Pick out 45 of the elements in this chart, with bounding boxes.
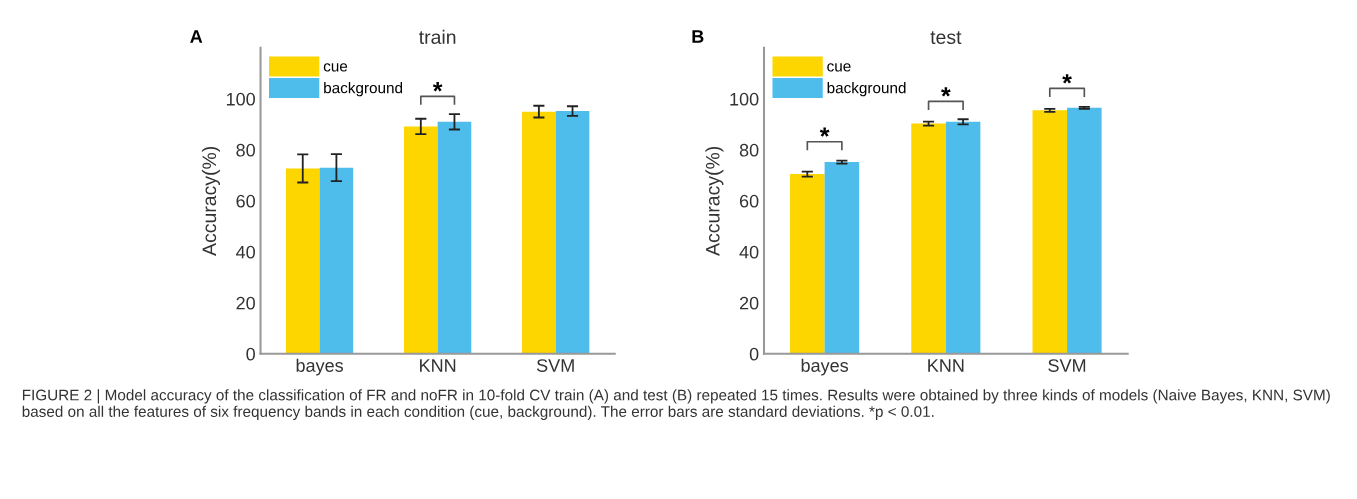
- annotation: *: [941, 87, 951, 97]
- annotation: *: [819, 127, 830, 137]
- x-tick-label: SVM: [536, 359, 574, 372]
- bar: [555, 111, 590, 354]
- chart-title: train: [419, 29, 456, 45]
- y-tick-label: 100: [226, 92, 255, 106]
- y-tick-label: 0: [749, 347, 759, 361]
- y-tick-label: 20: [236, 296, 255, 310]
- y-axis-title: Accuracy(%): [705, 146, 724, 256]
- y-tick-label: 40: [739, 245, 759, 259]
- bar: [790, 174, 825, 354]
- text: B: [692, 30, 704, 43]
- y-tick-label: 60: [236, 194, 255, 208]
- annotation: *: [1062, 74, 1072, 84]
- bar: [285, 168, 320, 354]
- y-tick-label: 0: [246, 347, 255, 361]
- bar: [945, 121, 981, 354]
- x-tick-label: KNN: [420, 359, 456, 372]
- chart-title: test: [930, 31, 962, 45]
- bar: [437, 121, 472, 354]
- y-tick-label: 20: [739, 296, 759, 310]
- x-tick-label: bayes: [801, 358, 849, 376]
- annotation: *: [432, 82, 443, 92]
- legend-label: background: [827, 82, 906, 97]
- y-tick-label: 80: [739, 143, 759, 157]
- legend-label: cue: [827, 63, 851, 72]
- y-tick-label: 100: [730, 92, 759, 106]
- y-tick-label: 40: [236, 245, 255, 259]
- x-tick-label: KNN: [928, 359, 964, 372]
- y-tick-label: 80: [236, 143, 255, 157]
- bar: [911, 123, 946, 354]
- bar: [824, 162, 860, 354]
- x-tick-label: bayes: [296, 358, 344, 376]
- bar: [319, 167, 354, 354]
- bar: [1032, 110, 1068, 354]
- x-tick-label: SVM: [1048, 359, 1086, 372]
- bar: [403, 126, 438, 354]
- legend-label: cue: [323, 63, 348, 72]
- y-axis-title: Accuracy(%): [201, 146, 221, 256]
- bar: [1067, 107, 1102, 354]
- caption: FIGURE 2 | Model accuracy of the classification of FR and noFR in 10-fold CV train (A) and test (B) repeated 15 times. Results were obtained by three kinds of models (Naive Bayes, KNN, SVM) based on all the features of six frequency bands in each condition (cue, background). The error bars are standard deviations. *p < 0.01.: [22, 389, 1330, 420]
- legend-label: background: [324, 82, 403, 97]
- bar: [522, 111, 556, 354]
- text: A: [190, 30, 203, 43]
- y-tick-label: 60: [739, 194, 759, 208]
